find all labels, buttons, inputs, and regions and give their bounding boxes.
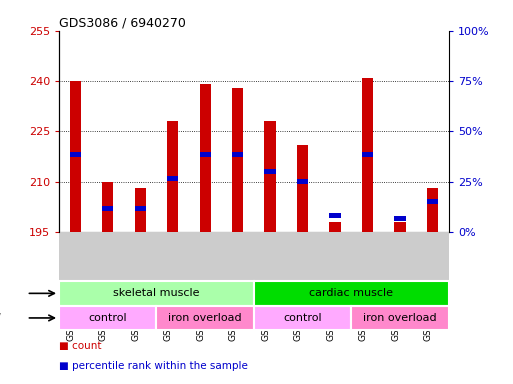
Bar [70, 152, 81, 157]
Bar [156, 306, 254, 330]
Bar [427, 188, 438, 232]
Bar [200, 84, 211, 232]
Bar [329, 213, 341, 218]
Bar [265, 169, 276, 174]
Bar [394, 222, 406, 232]
Text: iron overload: iron overload [168, 313, 242, 323]
Bar [59, 306, 156, 330]
Bar [362, 78, 373, 232]
Bar [232, 88, 243, 232]
Text: skeletal muscle: skeletal muscle [113, 288, 200, 298]
Bar [427, 199, 438, 204]
Text: ■ percentile rank within the sample: ■ percentile rank within the sample [59, 361, 248, 371]
Text: cardiac muscle: cardiac muscle [309, 288, 393, 298]
Bar [254, 306, 351, 330]
Text: GDS3086 / 6940270: GDS3086 / 6940270 [59, 17, 186, 30]
Bar [297, 145, 308, 232]
Bar [70, 81, 81, 232]
Text: control: control [283, 313, 322, 323]
Bar [200, 152, 211, 157]
Bar [59, 281, 254, 306]
Text: ■ count: ■ count [59, 341, 102, 351]
Bar [362, 152, 373, 157]
Bar [232, 152, 243, 157]
Bar [134, 188, 146, 232]
Text: iron overload: iron overload [363, 313, 437, 323]
Bar [102, 182, 113, 232]
Bar [351, 306, 449, 330]
Bar [167, 176, 179, 181]
Text: protocol: protocol [0, 313, 1, 323]
Bar [297, 179, 308, 184]
Bar [329, 222, 341, 232]
Bar [167, 121, 179, 232]
Bar [134, 206, 146, 211]
Bar [394, 216, 406, 221]
Bar [254, 281, 449, 306]
Bar [265, 121, 276, 232]
Text: control: control [88, 313, 127, 323]
Bar [102, 206, 113, 211]
